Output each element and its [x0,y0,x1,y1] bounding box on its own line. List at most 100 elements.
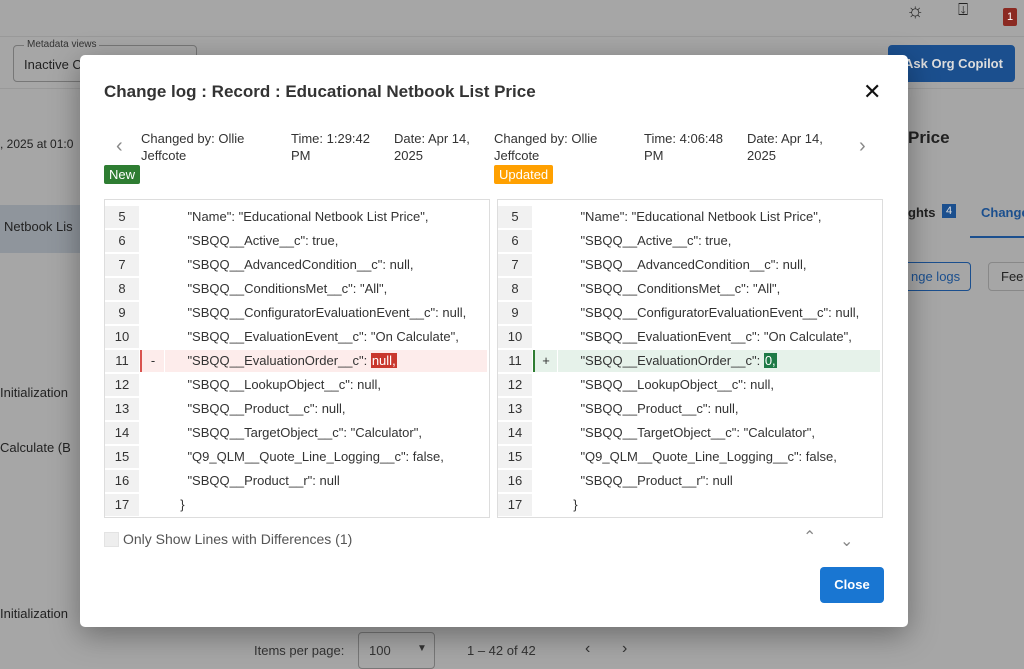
code-content: "SBQQ__ConfiguratorEvaluationEvent__c": … [173,305,467,320]
code-text: } [558,494,880,516]
code-content: } [566,497,578,512]
code-text: "Q9_QLM__Quote_Line_Logging__c": false, [165,446,487,468]
diff-marker [140,374,164,396]
right-time: Time: 4:06:48 PM [644,131,724,163]
code-text: "SBQQ__Active__c": true, [558,230,880,252]
close-button[interactable]: Close [820,567,884,603]
only-differences-label[interactable]: Only Show Lines with Differences (1) [123,531,353,547]
dropdown-arrow-icon: ▼ [417,643,427,654]
code-content: } [173,497,185,512]
date-fragment: , 2025 at 01:0 [0,137,74,151]
line-number: 9 [105,302,139,324]
code-content: "SBQQ__AdvancedCondition__c": null, [173,257,414,272]
code-text: "Name": "Educational Netbook List Price"… [558,206,880,228]
code-content: "SBQQ__TargetObject__c": "Calculator", [566,425,815,440]
new-version-diff-panel: 5 "Name": "Educational Netbook List Pric… [497,199,883,518]
code-text: "SBQQ__TargetObject__c": "Calculator", [165,422,487,444]
row-label[interactable]: Initialization [0,385,68,400]
dialog-title: Change log : Record : Educational Netboo… [104,82,536,101]
code-text: "SBQQ__ConfiguratorEvaluationEvent__c": … [558,302,880,324]
items-per-page-select[interactable]: 100 ▼ [358,632,435,669]
code-text: "SBQQ__ConditionsMet__c": "All", [165,278,487,300]
notification-badge[interactable]: 1 [1003,8,1017,26]
brightness-icon[interactable]: ☼ [906,0,925,22]
diff-marker: - [140,350,164,372]
items-per-page-label: Items per page: [254,643,345,658]
code-text: "SBQQ__Product__c": null, [558,398,880,420]
only-differences-checkbox[interactable] [104,532,119,547]
code-text: "SBQQ__Product__r": null [558,470,880,492]
line-number: 15 [498,446,532,468]
metadata-views-value: Inactive C [24,57,82,72]
diff-marker [140,230,164,252]
code-text: "Name": "Educational Netbook List Price"… [165,206,487,228]
active-tab-indicator [970,236,1024,238]
changed-value-highlight: 0, [763,353,777,368]
diff-marker [533,230,557,252]
code-content: "SBQQ__Product__r": null [173,473,340,488]
row-label[interactable]: Netbook Lis [4,219,73,234]
diff-line: 13 "SBQQ__Product__c": null, [498,397,882,421]
line-number: 9 [498,302,532,324]
prev-version-icon[interactable]: ‹ [116,135,123,157]
diff-line: 12 "SBQQ__LookupObject__c": null, [105,373,489,397]
code-content: "SBQQ__LookupObject__c": null, [173,377,381,392]
code-text: "SBQQ__ConfiguratorEvaluationEvent__c": … [165,302,487,324]
diff-line-changed: 11 + "SBQQ__EvaluationOrder__c": 0, [498,349,882,373]
line-number: 14 [498,422,532,444]
diff-marker [140,398,164,420]
prev-diff-icon[interactable]: ⌃ [803,529,817,546]
code-content: "SBQQ__ConfiguratorEvaluationEvent__c": … [566,305,860,320]
tab-change-logs[interactable]: Change [981,205,1024,220]
code-text: "SBQQ__LookupObject__c": null, [165,374,487,396]
next-diff-icon[interactable]: ⌄ [840,533,854,550]
ask-org-copilot-button[interactable]: Ask Org Copilot [888,45,1015,82]
updated-tag: Updated [494,165,554,184]
code-content: "SBQQ__LookupObject__c": null, [566,377,774,392]
prev-page-icon[interactable]: ‹ [585,640,591,657]
top-bar: ☼ ⍗ 1 [0,0,1024,37]
code-content: "Name": "Educational Netbook List Price"… [173,209,429,224]
code-text: "SBQQ__AdvancedCondition__c": null, [558,254,880,276]
diff-line: 10 "SBQQ__EvaluationEvent__c": "On Calcu… [498,325,882,349]
diff-marker [140,326,164,348]
feed-button[interactable]: Fee [988,262,1024,291]
download-icon[interactable]: ⍗ [958,0,969,19]
next-version-icon[interactable]: › [859,135,866,157]
code-content: "SBQQ__Active__c": true, [173,233,339,248]
code-content: "SBQQ__ConditionsMet__c": "All", [566,281,781,296]
selected-row[interactable] [0,205,80,253]
diff-marker [533,422,557,444]
code-content: "SBQQ__EvaluationEvent__c": "On Calculat… [173,329,459,344]
row-label[interactable]: Initialization [0,606,68,621]
diff-line: 5 "Name": "Educational Netbook List Pric… [498,205,882,229]
line-number: 10 [498,326,532,348]
diff-marker [140,446,164,468]
diff-line: 6 "SBQQ__Active__c": true, [498,229,882,253]
line-number: 6 [498,230,532,252]
change-log-dialog: Change log : Record : Educational Netboo… [80,55,908,627]
changed-value-highlight: null, [370,353,397,368]
diff-line: 6 "SBQQ__Active__c": true, [105,229,489,253]
line-number: 17 [105,494,139,516]
code-content: "SBQQ__ConditionsMet__c": "All", [173,281,388,296]
left-date: Date: Apr 14, 2025 [394,131,470,163]
code-text: "SBQQ__Product__r": null [165,470,487,492]
line-number: 5 [105,206,139,228]
diff-line: 15 "Q9_QLM__Quote_Line_Logging__c": fals… [498,445,882,469]
diff-marker [140,254,164,276]
diff-marker [140,206,164,228]
diff-marker: + [533,350,557,372]
row-label[interactable]: Calculate (B [0,440,71,455]
change-logs-button[interactable]: nge logs [900,262,972,291]
diff-line: 17 } [105,493,489,517]
close-icon[interactable]: ✕ [863,79,882,104]
right-panel-title: Price [908,128,950,147]
diff-marker [533,470,557,492]
code-text: "SBQQ__TargetObject__c": "Calculator", [558,422,880,444]
tab-insights[interactable]: ghts [908,205,936,220]
next-page-icon[interactable]: › [622,640,628,657]
code-content: "SBQQ__Product__r": null [566,473,733,488]
diff-line: 9 "SBQQ__ConfiguratorEvaluationEvent__c"… [105,301,489,325]
code-text: "SBQQ__EvaluationEvent__c": "On Calculat… [165,326,487,348]
